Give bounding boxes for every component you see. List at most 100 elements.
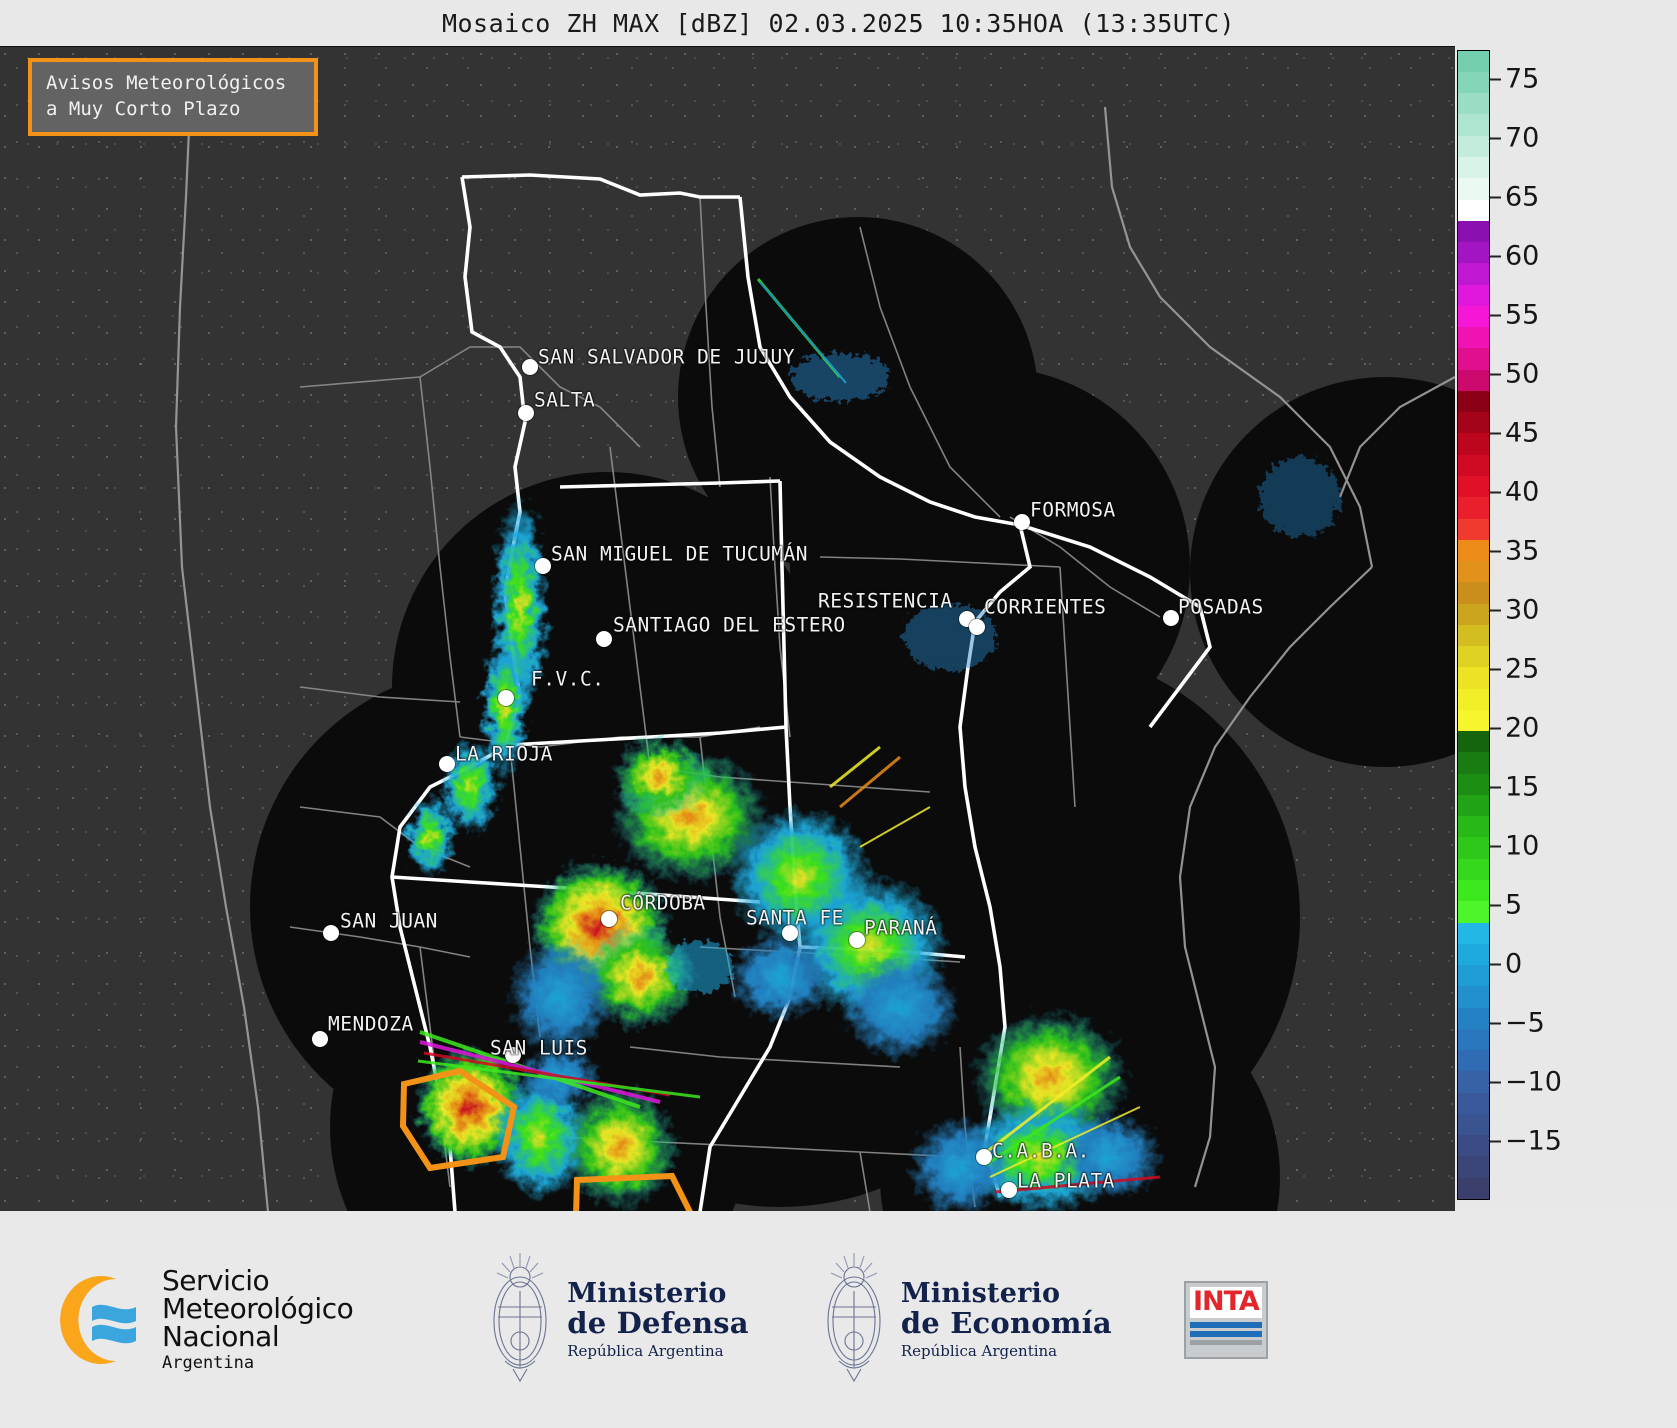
colorbar-swatch-34 xyxy=(1458,454,1489,476)
colorbar-swatch-15 xyxy=(1458,858,1489,881)
city-marker-san-luis[interactable] xyxy=(505,1047,521,1063)
colorbar-swatch-21 xyxy=(1458,731,1489,753)
logo-ministerio-defensa: Ministerio de Defensa República Argentin… xyxy=(485,1249,749,1391)
defensa-line-2: de Defensa xyxy=(567,1306,749,1341)
inta-bar-3 xyxy=(1189,1339,1262,1345)
defensa-line-1: Ministerio xyxy=(567,1277,727,1309)
city-marker-santa-fe[interactable] xyxy=(782,925,798,941)
tick-dash xyxy=(1490,255,1501,258)
city-marker-san-salvador-de-jujuy[interactable] xyxy=(522,359,538,375)
colorbar-swatch-11 xyxy=(1458,943,1489,966)
tick-label: 30 xyxy=(1505,594,1540,626)
tick-dash xyxy=(1490,1022,1501,1025)
page-title: Mosaico ZH MAX [dBZ] 02.03.2025 10:35HOA… xyxy=(441,8,1236,38)
colorbar-swatch-27 xyxy=(1458,603,1489,625)
colorbar-tick-−10: −10 xyxy=(1490,1067,1562,1098)
colorbar-swatch-42 xyxy=(1458,284,1489,306)
colorbar-swatch-43 xyxy=(1458,263,1489,285)
city-marker-san-juan[interactable] xyxy=(323,925,339,941)
tick-dash xyxy=(1490,727,1501,730)
economia-sub: República Argentina xyxy=(900,1341,1058,1360)
colorbar-swatch-28 xyxy=(1458,582,1489,604)
colorbar-swatch-33 xyxy=(1458,475,1489,498)
colorbar-tick-5: 5 xyxy=(1490,890,1522,921)
colorbar-swatch-16 xyxy=(1458,837,1489,859)
colorbar-swatch-7 xyxy=(1458,1028,1489,1051)
tick-label: 65 xyxy=(1505,181,1540,213)
tick-label: 20 xyxy=(1505,712,1540,744)
city-marker-formosa[interactable] xyxy=(1014,514,1030,530)
colorbar-swatch-0 xyxy=(1458,1177,1489,1199)
radar-map[interactable]: SAN SALVADOR DE JUJUY SALTA FORMOSA SAN MIG… xyxy=(0,46,1455,1212)
tick-dash xyxy=(1490,432,1501,435)
tick-dash xyxy=(1490,78,1501,81)
tick-dash xyxy=(1490,1081,1501,1084)
city-marker-c-rdoba[interactable] xyxy=(601,911,617,927)
colorbar-ticks: 75 70 65 60 55 50 45 40 35 30 25 20 15 10 5 0 −5 −10 −15 xyxy=(1490,50,1670,1200)
colorbar-tick-−15: −15 xyxy=(1490,1126,1562,1157)
radar-overlay xyxy=(174,106,1455,1212)
inta-wordmark: INTA xyxy=(1189,1286,1262,1318)
colorbar-swatch-40 xyxy=(1458,327,1489,349)
tick-label: 5 xyxy=(1505,889,1523,921)
colorbar-tick-0: 0 xyxy=(1490,949,1522,980)
tick-dash xyxy=(1490,845,1501,848)
city-marker-la-plata[interactable] xyxy=(1001,1182,1017,1198)
tick-label: 0 xyxy=(1505,948,1523,980)
tick-dash xyxy=(1490,609,1501,612)
tick-dash xyxy=(1490,1140,1501,1143)
city-marker-san-miguel-de-tucum-n[interactable] xyxy=(535,558,551,574)
colorbar-tick-35: 35 xyxy=(1490,536,1539,567)
colorbar-swatch-13 xyxy=(1458,901,1489,923)
colorbar-swatch-22 xyxy=(1458,709,1489,732)
colorbar-tick-45: 45 xyxy=(1490,418,1539,449)
tick-label: 75 xyxy=(1505,63,1540,95)
city-marker-salta[interactable] xyxy=(518,405,534,421)
colorbar-swatch-45 xyxy=(1458,220,1489,243)
city-marker-corrientes[interactable] xyxy=(969,619,985,635)
smn-line-3: Nacional xyxy=(162,1320,280,1353)
city-marker-f-v-c[interactable] xyxy=(498,690,514,706)
city-label-paran: PARANÁ xyxy=(864,916,938,940)
colorbar-swatch-23 xyxy=(1458,688,1489,710)
city-label-san-luis: SAN LUIS xyxy=(490,1036,588,1060)
colorbar-swatch-32 xyxy=(1458,497,1489,519)
city-marker-posadas[interactable] xyxy=(1163,610,1179,626)
colorbar-swatch-6 xyxy=(1458,1050,1489,1072)
city-label-santa-fe: SANTA FE xyxy=(746,906,844,930)
city-marker-mendoza[interactable] xyxy=(312,1031,328,1047)
warnings-legend-box[interactable]: Avisos Meteorológicos a Muy Corto Plazo xyxy=(28,58,318,136)
colorbar-swatch-3 xyxy=(1458,1113,1489,1136)
colorbar-swatch-4 xyxy=(1458,1092,1489,1114)
warning-polygon-sanluis xyxy=(399,1067,518,1172)
city-marker-paran[interactable] xyxy=(849,932,865,948)
colorbar-swatch-2 xyxy=(1458,1135,1489,1157)
colorbar-tick-60: 60 xyxy=(1490,241,1539,272)
inta-bar-1 xyxy=(1189,1321,1262,1328)
colorbar-tick-65: 65 xyxy=(1490,182,1539,213)
colorbar-tick-75: 75 xyxy=(1490,64,1539,95)
logo-ministerio-economia: Ministerio de Economía República Argenti… xyxy=(819,1249,1112,1391)
colorbar-tick-55: 55 xyxy=(1490,300,1539,331)
warning-polygon-south xyxy=(573,1172,694,1212)
city-label-formosa: FORMOSA xyxy=(1030,498,1116,522)
city-marker-santiago-del-estero[interactable] xyxy=(596,631,612,647)
colorbar-swatch-35 xyxy=(1458,433,1489,455)
city-marker-la-rioja[interactable] xyxy=(439,756,455,772)
tick-label: −10 xyxy=(1505,1066,1562,1098)
colorbar-swatch-17 xyxy=(1458,816,1489,838)
tick-dash xyxy=(1490,373,1501,376)
city-label-c-rdoba: CÓRDOBA xyxy=(620,891,706,915)
city-marker-c-a-b-a[interactable] xyxy=(976,1149,992,1165)
smn-mark-icon xyxy=(58,1271,148,1369)
colorbar-tick-50: 50 xyxy=(1490,359,1539,390)
tick-label: 60 xyxy=(1505,240,1540,272)
tick-label: 45 xyxy=(1505,417,1540,449)
city-label-la-plata: LA PLATA xyxy=(1017,1169,1115,1193)
tick-label: 55 xyxy=(1505,299,1540,331)
city-label-mendoza: MENDOZA xyxy=(328,1012,414,1036)
colorbar-swatch-29 xyxy=(1458,561,1489,583)
tick-dash xyxy=(1490,550,1501,553)
colorbar-swatch-47 xyxy=(1458,178,1489,200)
colorbar-swatch-50 xyxy=(1458,114,1489,136)
